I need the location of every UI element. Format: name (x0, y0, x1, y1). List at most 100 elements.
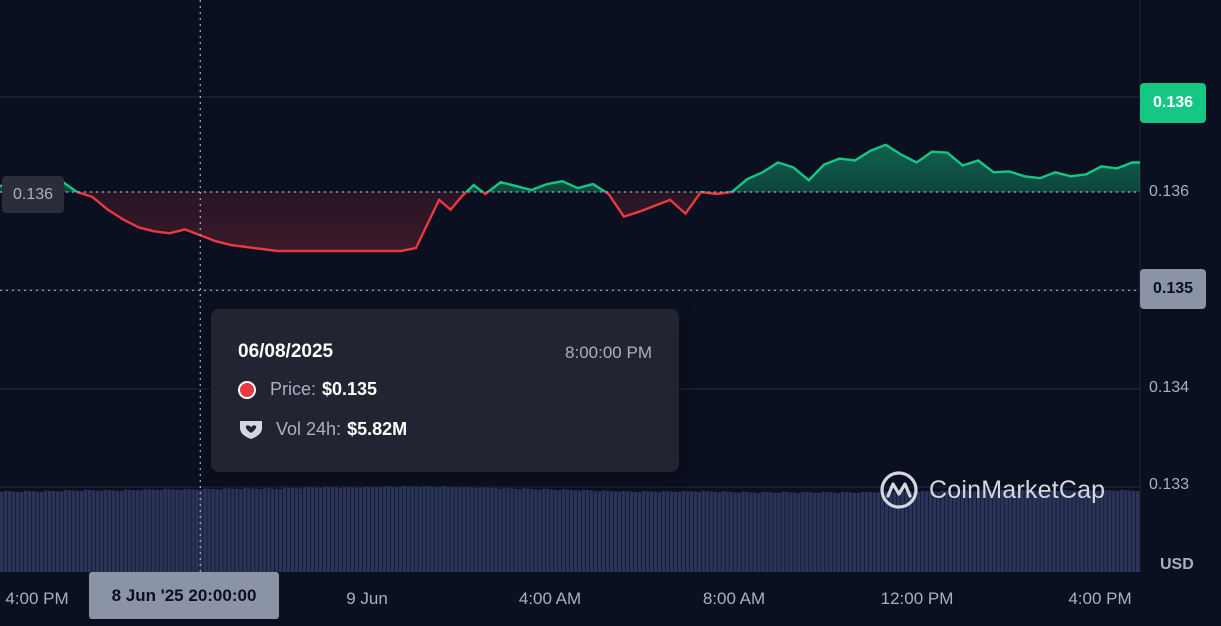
volume-bar (813, 492, 817, 572)
volume-bar (585, 490, 590, 572)
volume-bar (753, 492, 757, 572)
volume-bar (705, 491, 709, 572)
volume-bar (773, 492, 777, 572)
volume-bar (450, 486, 454, 572)
volume-bar (159, 490, 163, 572)
volume-bar (255, 488, 259, 572)
volume-bar (11, 491, 16, 572)
volume-bar (486, 487, 490, 572)
volume-bar (87, 490, 92, 572)
volume-bar (55, 491, 60, 572)
volume-bar (729, 492, 733, 572)
volume-bar (733, 492, 737, 572)
volume-bar (936, 492, 941, 572)
volume-bar (1056, 491, 1060, 572)
volume-bar (382, 486, 387, 572)
volume-bar (904, 491, 909, 572)
volume-bar (976, 491, 980, 572)
volume-bar (817, 493, 821, 572)
volume-bar (689, 491, 693, 572)
volume-bar (171, 489, 175, 572)
currency-label[interactable]: USD (1160, 556, 1194, 573)
volume-bar (825, 492, 829, 572)
volume-bar (988, 490, 992, 572)
volume-bar (872, 492, 877, 572)
volume-bar (1132, 490, 1136, 572)
volume-bar (135, 490, 139, 572)
volume-bar (27, 491, 32, 572)
tooltip-price-row: Price: $0.135 (238, 379, 377, 400)
volume-bar (326, 487, 331, 572)
volume-bar (1112, 490, 1116, 572)
price-line-up (0, 143, 1140, 192)
volume-bar (849, 492, 853, 572)
chart-tooltip: 06/08/2025 8:00:00 PM Price: $0.135 Vol … (211, 309, 679, 472)
volume-bar (59, 491, 64, 572)
crosshair (0, 0, 1140, 572)
volume-bar (306, 487, 311, 572)
volume-bar (928, 491, 933, 572)
volume-bar (259, 489, 263, 572)
volume-bar (653, 491, 658, 572)
volume-bar (155, 489, 159, 572)
volume-bar (1028, 490, 1032, 572)
volume-bar (621, 490, 626, 572)
volume-bar (737, 492, 741, 572)
volume-bar (868, 492, 873, 572)
volume-bar (789, 492, 793, 572)
area-below-reference (0, 192, 1140, 251)
volume-bar (1020, 489, 1024, 572)
volume-bar (845, 492, 849, 572)
x-tick-label: 9 Jun (346, 589, 388, 608)
volume-bar (797, 493, 801, 572)
volume-bar (1088, 490, 1092, 572)
volume-bar (609, 490, 614, 572)
y-tick-label: 0.133 (1149, 476, 1190, 493)
volume-bar (143, 489, 147, 572)
volume-bar (637, 492, 642, 572)
volume-bar (864, 492, 869, 572)
current-price-badge: 0.136 (1140, 83, 1206, 123)
volume-bar (350, 487, 355, 572)
volume-bar (713, 491, 717, 572)
volume-bar (474, 487, 478, 572)
volume-bars (0, 485, 1140, 572)
volume-bar (1012, 490, 1016, 572)
volume-bar (932, 491, 937, 572)
volume-bar (470, 487, 474, 572)
tooltip-volume-label: Vol 24h: (276, 418, 342, 439)
volume-bar (1092, 490, 1096, 572)
volume-bar (354, 487, 359, 572)
volume-bar (948, 491, 953, 572)
volume-bar (151, 489, 155, 572)
volume-shield-icon (240, 421, 262, 439)
volume-bar (833, 492, 837, 572)
volume-bar (478, 488, 482, 572)
volume-bar (23, 490, 28, 572)
volume-bar (338, 488, 343, 572)
volume-bar (510, 488, 514, 572)
volume-bar (1072, 490, 1076, 572)
volume-bar (358, 487, 363, 572)
volume-bar (829, 492, 833, 572)
volume-bar (669, 491, 674, 572)
volume-bar (984, 490, 988, 572)
volume-bar (749, 492, 753, 572)
volume-bar (518, 489, 522, 572)
volume-bar (267, 488, 271, 572)
x-tick-label: 4:00 AM (518, 589, 582, 608)
volume-bar (322, 486, 327, 572)
volume-bar (908, 491, 913, 572)
red-dot-icon (238, 380, 256, 399)
volume-bar (629, 491, 634, 572)
volume-bar (31, 491, 36, 572)
volume-bar (1104, 490, 1108, 572)
volume-bar (1024, 490, 1028, 572)
volume-bar (924, 491, 929, 572)
volume-bar (860, 491, 865, 572)
volume-bar (1064, 490, 1068, 572)
volume-bar (502, 487, 506, 572)
volume-bar (693, 491, 697, 572)
volume-bar (884, 491, 889, 572)
